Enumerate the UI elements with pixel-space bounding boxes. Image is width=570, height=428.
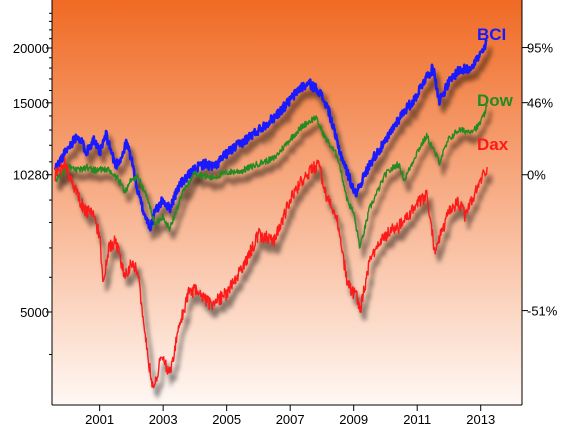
bci-series-line: [53, 38, 488, 232]
dax-series-line: [54, 156, 488, 389]
y-left-tick-label: 20000: [13, 41, 49, 56]
bci-series-label: BCI: [477, 25, 506, 44]
y-left-tick-label: 15000: [13, 96, 49, 111]
series-lines: [53, 38, 488, 389]
x-axis-ticks: 2001 2003 2005 2007 2009 2011 2013: [85, 405, 495, 427]
y-right-tick-label: 46%: [527, 96, 553, 111]
x-tick-label: 2005: [212, 412, 241, 427]
x-tick-label: 2009: [339, 412, 368, 427]
x-tick-label: 2003: [149, 412, 178, 427]
x-tick-label: 2007: [276, 412, 305, 427]
dow-series-shadow: [58, 108, 493, 260]
dow-series-line: [54, 104, 488, 249]
y-left-tick-label: 10280: [13, 168, 49, 183]
dow-series-label: Dow: [477, 91, 514, 110]
y-left-tick-label: 5000: [20, 305, 49, 320]
series-labels: BCI Dow Dax: [477, 25, 514, 154]
x-tick-label: 2013: [466, 412, 495, 427]
x-tick-label: 2001: [85, 412, 114, 427]
y-axis-left-ticks: 5000 10280 15000 20000: [13, 12, 52, 355]
y-right-tick-label: 0%: [527, 168, 546, 183]
y-axis-right-ticks: -51% 0% 46% 95%: [522, 41, 558, 319]
bci-series-shadow: [57, 47, 493, 242]
y-right-tick-label: -51%: [527, 304, 558, 319]
dax-series-label: Dax: [477, 135, 509, 154]
x-tick-label: 2011: [403, 412, 431, 427]
y-right-tick-label: 95%: [527, 41, 553, 56]
